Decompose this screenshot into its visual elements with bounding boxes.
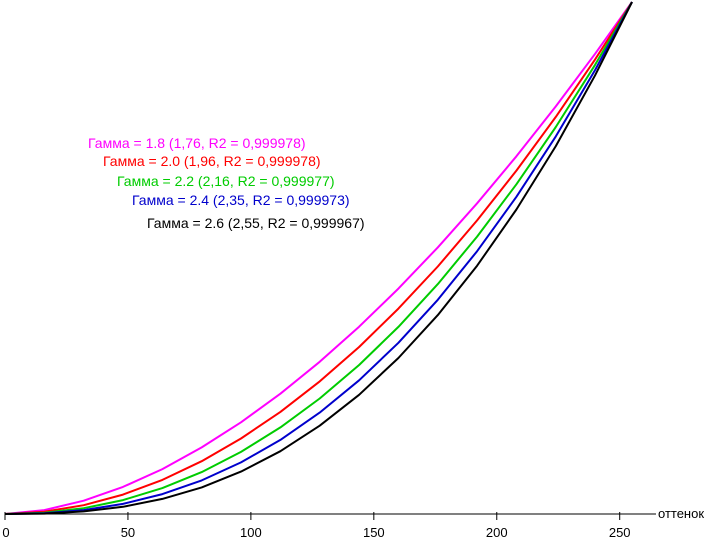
series-line bbox=[4, 1, 633, 515]
series-line bbox=[4, 1, 633, 515]
series-line bbox=[4, 1, 633, 515]
x-tick-label: 250 bbox=[609, 525, 631, 540]
series-lines bbox=[4, 1, 633, 515]
x-axis-title: оттенок bbox=[658, 506, 704, 521]
x-tick-label: 200 bbox=[486, 525, 508, 540]
series-line bbox=[4, 1, 633, 515]
legend-entry: Гамма = 2.2 (2,16, R2 = 0,999977) bbox=[117, 173, 335, 189]
legend-entry: Гамма = 2.6 (2,55, R2 = 0,999967) bbox=[147, 215, 365, 231]
x-tick-label: 100 bbox=[240, 525, 262, 540]
legend-entry: Гамма = 2.4 (2,35, R2 = 0,999973) bbox=[132, 192, 350, 208]
x-tick-label: 50 bbox=[121, 525, 135, 540]
x-tick-label: 150 bbox=[363, 525, 385, 540]
legend-entry: Гамма = 2.0 (1,96, R2 = 0,999978) bbox=[103, 153, 321, 169]
x-tick-label: 0 bbox=[2, 525, 9, 540]
legend-entry: Гамма = 1.8 (1,76, R2 = 0,999978) bbox=[88, 135, 306, 151]
x-axis-ticks: 0 50 100 150 200 250 bbox=[2, 512, 631, 540]
series-line bbox=[4, 1, 633, 515]
legend: Гамма = 1.8 (1,76, R2 = 0,999978) Гамма =… bbox=[88, 135, 365, 231]
